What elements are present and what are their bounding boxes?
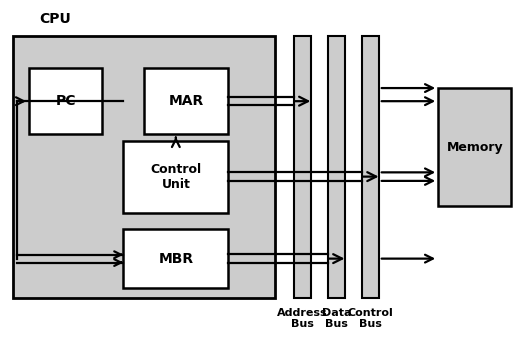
Text: CPU: CPU xyxy=(40,12,71,26)
Bar xyxy=(123,229,228,288)
Bar xyxy=(294,36,311,298)
Text: Data
Bus: Data Bus xyxy=(322,308,351,330)
Bar xyxy=(29,68,102,134)
Text: PC: PC xyxy=(56,94,76,108)
Text: Address
Bus: Address Bus xyxy=(277,308,328,330)
Text: Control
Bus: Control Bus xyxy=(348,308,393,330)
Bar xyxy=(362,36,379,298)
Text: Control
Unit: Control Unit xyxy=(151,163,201,191)
Bar xyxy=(13,36,276,298)
Bar xyxy=(328,36,344,298)
Bar xyxy=(438,88,511,206)
Bar xyxy=(144,68,228,134)
Bar xyxy=(123,141,228,213)
Text: MAR: MAR xyxy=(169,94,204,108)
Text: MBR: MBR xyxy=(158,252,193,266)
Text: Memory: Memory xyxy=(446,141,503,154)
